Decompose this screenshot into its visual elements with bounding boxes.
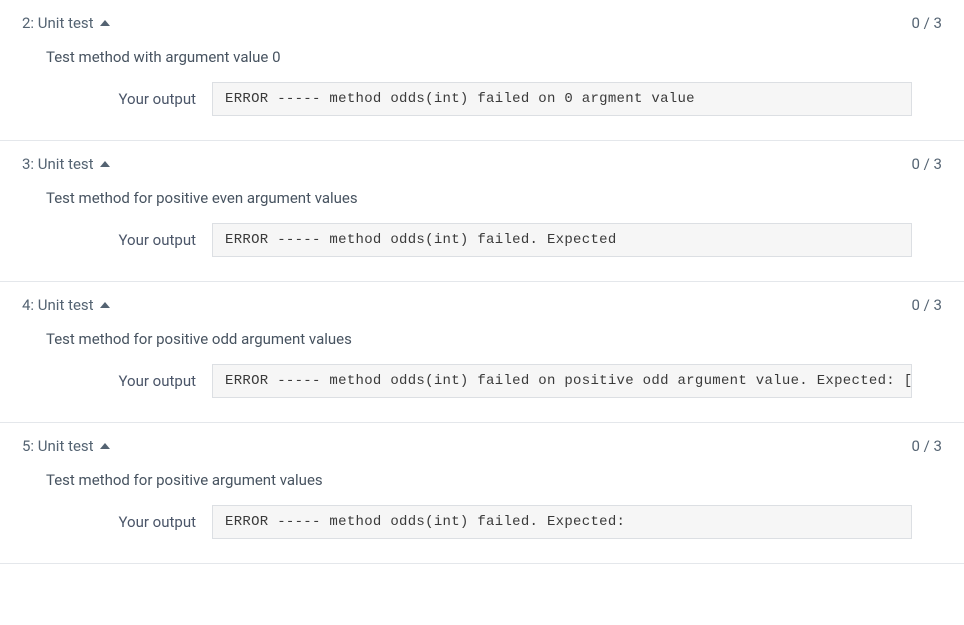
- chevron-up-icon: [100, 159, 110, 169]
- output-box: ERROR ----- method odds(int) failed. Exp…: [212, 505, 912, 539]
- output-label: Your output: [46, 82, 196, 108]
- output-row: Your output ERROR ----- method odds(int)…: [0, 364, 964, 398]
- output-text: ERROR ----- method odds(int) failed on p…: [225, 373, 912, 397]
- test-title: 5: Unit test: [22, 437, 94, 455]
- test-description: Test method for positive even argument v…: [0, 187, 964, 223]
- test-title-wrap: 5: Unit test: [22, 437, 110, 455]
- output-label: Your output: [46, 223, 196, 249]
- test-title-wrap: 4: Unit test: [22, 296, 110, 314]
- test-title: 3: Unit test: [22, 155, 94, 173]
- output-box[interactable]: ERROR ----- method odds(int) failed on p…: [212, 364, 912, 398]
- test-title-wrap: 3: Unit test: [22, 155, 110, 173]
- output-box: ERROR ----- method odds(int) failed. Exp…: [212, 223, 912, 257]
- test-score: 0 / 3: [912, 14, 943, 32]
- test-section: 2: Unit test 0 / 3 Test method with argu…: [0, 0, 964, 141]
- output-label: Your output: [46, 505, 196, 531]
- output-label: Your output: [46, 364, 196, 390]
- output-row: Your output ERROR ----- method odds(int)…: [0, 223, 964, 257]
- test-header[interactable]: 4: Unit test 0 / 3: [0, 282, 964, 328]
- test-header[interactable]: 3: Unit test 0 / 3: [0, 141, 964, 187]
- chevron-up-icon: [100, 18, 110, 28]
- chevron-up-icon: [100, 300, 110, 310]
- output-row: Your output ERROR ----- method odds(int)…: [0, 505, 964, 539]
- test-description: Test method for positive odd argument va…: [0, 328, 964, 364]
- output-box: ERROR ----- method odds(int) failed on 0…: [212, 82, 912, 116]
- test-title: 4: Unit test: [22, 296, 94, 314]
- output-row: Your output ERROR ----- method odds(int)…: [0, 82, 964, 116]
- test-results-container: 2: Unit test 0 / 3 Test method with argu…: [0, 0, 964, 564]
- output-container: ERROR ----- method odds(int) failed on p…: [212, 364, 912, 398]
- test-description: Test method with argument value 0: [0, 46, 964, 82]
- chevron-up-icon: [100, 441, 110, 451]
- test-section: 5: Unit test 0 / 3 Test method for posit…: [0, 423, 964, 564]
- test-title-wrap: 2: Unit test: [22, 14, 110, 32]
- test-score: 0 / 3: [912, 296, 943, 314]
- test-header[interactable]: 5: Unit test 0 / 3: [0, 423, 964, 469]
- test-header[interactable]: 2: Unit test 0 / 3: [0, 0, 964, 46]
- test-score: 0 / 3: [912, 155, 943, 173]
- test-section: 4: Unit test 0 / 3 Test method for posit…: [0, 282, 964, 423]
- test-section: 3: Unit test 0 / 3 Test method for posit…: [0, 141, 964, 282]
- test-title: 2: Unit test: [22, 14, 94, 32]
- test-description: Test method for positive argument values: [0, 469, 964, 505]
- test-score: 0 / 3: [912, 437, 943, 455]
